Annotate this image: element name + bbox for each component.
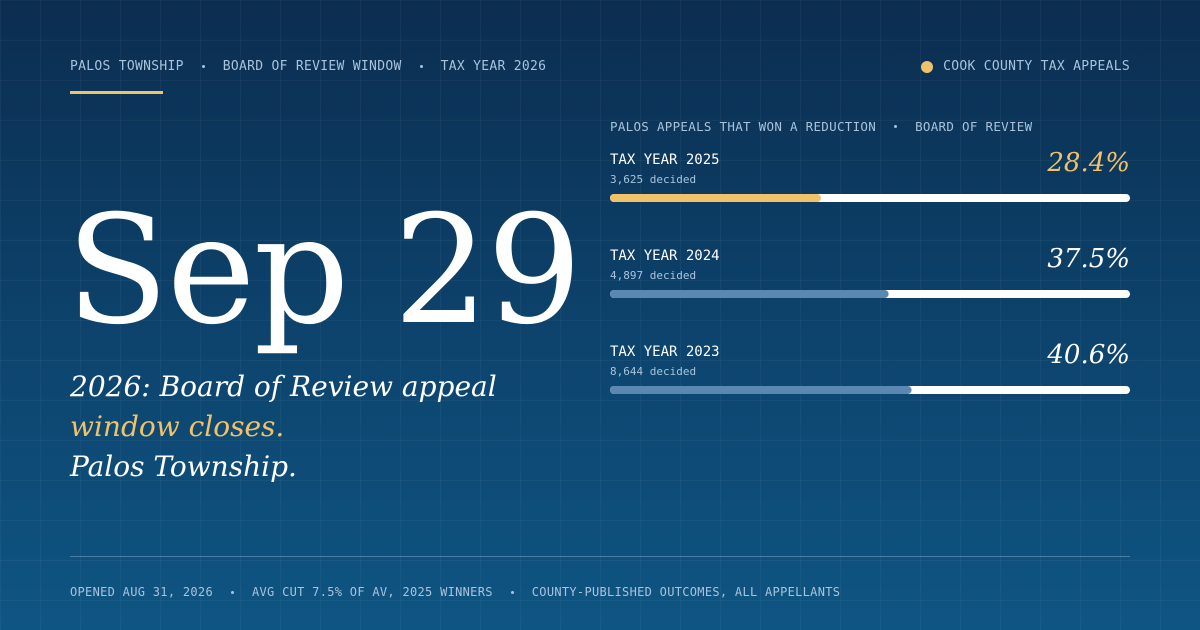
bar bbox=[610, 290, 889, 298]
hero-line: window closes. bbox=[70, 410, 285, 443]
badge-dot bbox=[921, 60, 934, 73]
separator bbox=[510, 590, 514, 594]
item: BOARD OF REVIEW WINDOW bbox=[222, 59, 402, 74]
hero-line: 2026: Board of Review appeal bbox=[70, 370, 497, 403]
bar bbox=[610, 386, 912, 394]
category-label: TAX YEAR 2025 bbox=[610, 152, 720, 168]
count-note: 8,644 decided bbox=[610, 365, 697, 378]
chart-heading: PALOS APPEALS THAT WON A REDUCTION BOARD… bbox=[610, 119, 1032, 134]
chart-title: PALOS APPEALS THAT WON A REDUCTION bbox=[610, 119, 877, 134]
item: AVG CUT 7.5% OF AV, 2025 WINNERS bbox=[251, 585, 493, 599]
badge-text: COOK COUNTY TAX APPEALS bbox=[943, 59, 1130, 74]
hero-date: Sep 29 bbox=[66, 184, 582, 358]
item: OPENED AUG 31, 2026 bbox=[70, 585, 213, 599]
separator bbox=[201, 65, 205, 68]
item: COUNTY-PUBLISHED OUTCOMES, ALL APPELLANT… bbox=[531, 585, 841, 599]
category-label: TAX YEAR 2023 bbox=[610, 344, 720, 360]
chart-subtitle: BOARD OF REVIEW bbox=[915, 119, 1033, 134]
header: PALOS TOWNSHIP BOARD OF REVIEW WINDOW TAX … bbox=[70, 59, 546, 74]
footer-rule bbox=[70, 556, 1130, 557]
footer: OPENED AUG 31, 2026 AVG CUT 7.5% OF AV, 2… bbox=[70, 585, 840, 599]
bar bbox=[610, 194, 821, 202]
hero-line: Palos Township. bbox=[70, 450, 297, 483]
item: PALOS TOWNSHIP bbox=[70, 59, 184, 74]
value-label: 28.4% bbox=[1047, 148, 1130, 178]
value-label: 37.5% bbox=[1047, 244, 1130, 274]
value-label: 40.6% bbox=[1047, 340, 1130, 370]
separator bbox=[894, 125, 898, 128]
header-underline bbox=[70, 91, 163, 94]
separator bbox=[419, 65, 423, 68]
badge: COOK COUNTY TAX APPEALS bbox=[921, 59, 1130, 74]
category-label: TAX YEAR 2024 bbox=[610, 248, 720, 264]
item: TAX YEAR 2026 bbox=[440, 59, 547, 74]
count-note: 3,625 decided bbox=[610, 173, 697, 186]
separator bbox=[230, 590, 234, 594]
count-note: 4,897 decided bbox=[610, 269, 697, 282]
